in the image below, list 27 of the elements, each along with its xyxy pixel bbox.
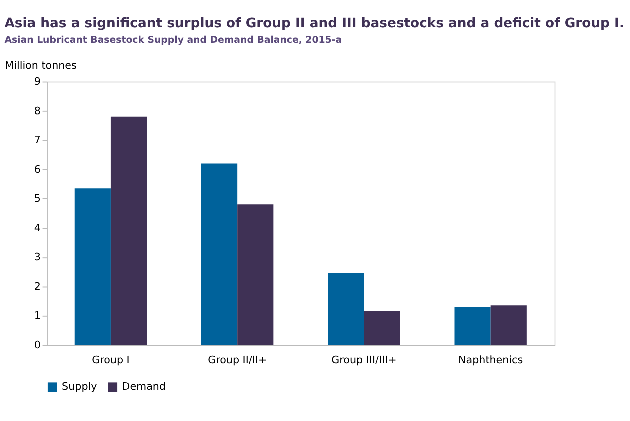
chart-subtitle: Asian Lubricant Basestock Supply and Demand Balance, 2015-a	[4, 35, 342, 46]
x-tick-label: Group I	[92, 354, 130, 366]
y-tick-label: 9	[34, 76, 41, 88]
x-tick-label: Naphthenics	[458, 354, 524, 366]
y-tick-label: 5	[34, 193, 41, 206]
x-tick-label: Group II/II+	[208, 354, 268, 366]
y-tick-label: 8	[34, 105, 41, 118]
y-tick-label: 3	[34, 252, 41, 264]
bar	[238, 204, 274, 346]
bar	[490, 306, 527, 346]
y-tick-label: 6	[34, 164, 41, 176]
bar	[201, 164, 238, 346]
chart-title: Asia has a significant surplus of Group II and III basestocks and a deficit of Group I.	[4, 16, 624, 32]
bar	[364, 311, 400, 346]
y-tick-label: 2	[34, 280, 41, 293]
x-tick-label: Group III/III+	[332, 354, 397, 366]
y-tick-label: 4	[34, 222, 41, 234]
bar	[74, 188, 111, 346]
legend-label: Demand	[122, 381, 166, 394]
legend-label: Supply	[62, 381, 98, 394]
bar	[110, 116, 148, 346]
y-tick-label: 1	[34, 310, 41, 322]
y-tick-label: 0	[34, 339, 41, 352]
y-axis-title: Million tonnes	[5, 60, 77, 72]
bar	[328, 273, 364, 346]
y-tick-label: 7	[34, 134, 41, 147]
bar	[454, 307, 491, 346]
